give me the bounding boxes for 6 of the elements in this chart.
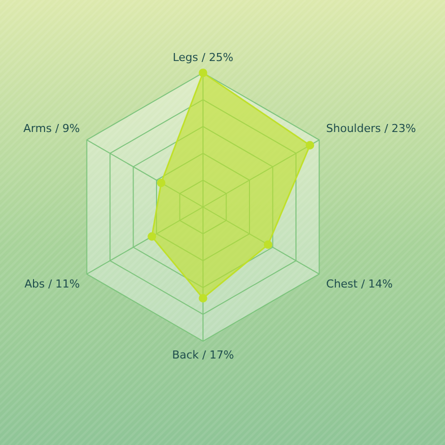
spoke-label: Abs / 11% [24, 278, 80, 291]
spoke-label: Shoulders / 23% [326, 122, 416, 136]
spoke-label: Arms / 9% [23, 122, 80, 136]
spoke-label: Back / 17% [172, 348, 234, 362]
spoke-label: Chest / 14% [326, 278, 393, 291]
spoke-label: Legs / 25% [172, 51, 234, 64]
